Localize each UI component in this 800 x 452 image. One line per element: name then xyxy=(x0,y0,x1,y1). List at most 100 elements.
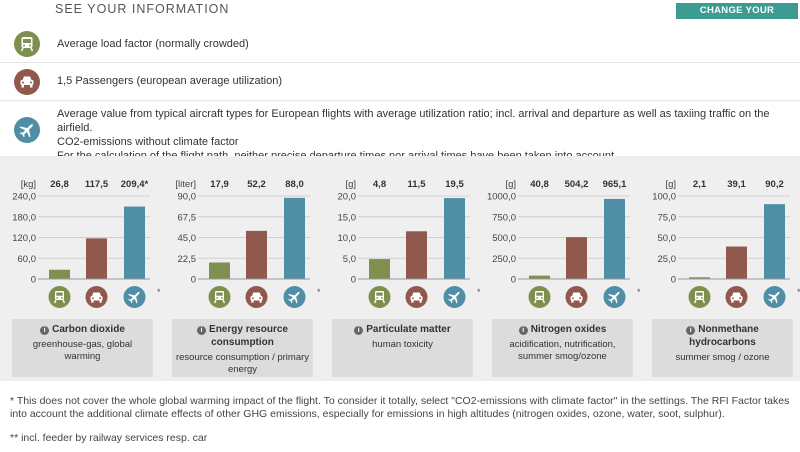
bar-plane xyxy=(124,206,145,279)
plane-icon xyxy=(443,286,466,308)
particulate-matter-chart: 20,0 15,0 10,0 5,0 0 [g] 4,8 11,5 19,5 ** xyxy=(338,179,480,308)
car-icon xyxy=(245,286,268,308)
train-info-text: Average load factor (normally crowded) xyxy=(57,38,249,50)
chart-title: Carbon dioxide xyxy=(52,324,125,335)
chart-panel-nitrogen-oxides: 1000,0 750,0 500,0 250,0 0 [g] 40,8 504,2 965,1 *… xyxy=(480,156,640,381)
plane-info-line-2: CO2-emissions without climate factor xyxy=(57,136,239,148)
unit-label: [g] xyxy=(345,179,356,190)
y-tick-label: 0 xyxy=(671,275,676,286)
chart-subtitle: resource consumption / primary energy xyxy=(175,352,310,375)
info-icon[interactable]: i xyxy=(197,326,207,335)
chart-title: Energy resource consumption xyxy=(209,324,288,348)
footnote-climate-factor: * This does not cover the whole global w… xyxy=(10,395,790,420)
plane-info-text: Average value from typical aircraft type… xyxy=(57,107,800,163)
y-tick-label: 0 xyxy=(31,275,36,286)
y-tick-label: 250,0 xyxy=(492,254,516,265)
value-label: 117,5 xyxy=(85,179,109,190)
chart-title: Particulate matter xyxy=(366,324,451,335)
train-icon xyxy=(688,286,711,308)
chart-panel-energy-resource: 90,0 67,5 45,0 22,5 0 [liter] 17,9 52,2 88,0 ** i… xyxy=(160,156,320,381)
bar-plane xyxy=(444,198,465,279)
y-tick-label: 90,0 xyxy=(178,192,197,203)
plane-icon xyxy=(14,117,40,143)
unit-label: [liter] xyxy=(175,179,196,190)
value-label: 39,1 xyxy=(727,179,746,190)
info-icon[interactable]: i xyxy=(354,326,364,335)
info-icon[interactable]: i xyxy=(518,326,528,335)
value-label: 17,9 xyxy=(210,179,229,190)
y-tick-label: 750,0 xyxy=(492,212,516,223)
y-tick-label: 120,0 xyxy=(12,233,36,244)
feeder-note-marker: ** xyxy=(157,287,160,298)
chart-subtitle: human toxicity xyxy=(372,339,433,350)
train-icon xyxy=(208,286,231,308)
y-tick-label: 67,5 xyxy=(178,212,197,223)
bar-plane xyxy=(604,198,625,279)
bar-plane xyxy=(764,204,785,279)
unit-label: [kg] xyxy=(21,179,36,190)
y-tick-label: 50,0 xyxy=(658,233,677,244)
y-tick-label: 5,0 xyxy=(343,254,356,265)
info-icon[interactable]: i xyxy=(40,326,50,335)
bar-train xyxy=(529,275,550,279)
unit-label: [g] xyxy=(665,179,676,190)
car-icon xyxy=(85,286,108,308)
plane-icon xyxy=(603,286,626,308)
emissions-charts: 240,0 180,0 120,0 60,0 0 [kg] 26,8 117,5 209,4* *… xyxy=(0,156,800,381)
bar-car xyxy=(566,237,587,279)
chart-panel-nonmethane-hydrocarbons: 100,0 75,0 50,0 25,0 0 [g] 2,1 39,1 90,2 ** iNonm… xyxy=(640,156,800,381)
car-icon xyxy=(14,69,40,95)
y-tick-label: 100,0 xyxy=(652,192,676,203)
nonmethane-hydrocarbons-description: i Nonmethane hydrocarbons summer smog / o… xyxy=(652,319,793,377)
feeder-note-marker: ** xyxy=(797,287,800,298)
y-tick-label: 1000,0 xyxy=(487,192,516,203)
value-label: 88,0 xyxy=(285,179,304,190)
bar-car xyxy=(406,231,427,279)
y-tick-label: 0 xyxy=(191,275,196,286)
plane-icon xyxy=(763,286,786,308)
y-tick-label: 45,0 xyxy=(178,233,197,244)
energy-resource-description: i Energy resource consumption resource co… xyxy=(172,319,313,377)
value-label: 2,1 xyxy=(693,179,707,190)
plane-icon xyxy=(283,286,306,308)
value-label: 965,1 xyxy=(603,179,627,190)
chart-subtitle: summer smog / ozone xyxy=(675,352,770,363)
bar-train xyxy=(49,269,70,279)
car-icon xyxy=(565,286,588,308)
bar-car xyxy=(86,238,107,279)
bar-plane xyxy=(284,197,305,279)
carbon-dioxide-chart: 240,0 180,0 120,0 60,0 0 [kg] 26,8 117,5 209,4* *… xyxy=(12,179,160,308)
info-row-train: Average load factor (normally crowded) xyxy=(0,26,800,63)
unit-label: [g] xyxy=(505,179,516,190)
nonmethane-hydrocarbons-chart: 100,0 75,0 50,0 25,0 0 [g] 2,1 39,1 90,2 ** xyxy=(652,179,800,308)
change-settings-button[interactable]: CHANGE YOUR SETTINGS xyxy=(676,3,798,32)
info-icon[interactable]: i xyxy=(686,326,696,335)
train-icon xyxy=(48,286,71,308)
value-label: 504,2 xyxy=(565,179,589,190)
train-icon xyxy=(368,286,391,308)
y-tick-label: 180,0 xyxy=(12,212,36,223)
bar-car xyxy=(246,230,267,279)
y-tick-label: 500,0 xyxy=(492,233,516,244)
plane-icon xyxy=(123,286,146,308)
feeder-note-marker: ** xyxy=(637,287,640,298)
carbon-dioxide-description: i Carbon dioxide greenhouse-gas, global w… xyxy=(12,319,153,377)
nitrogen-oxides-description: i Nitrogen oxides acidification, nutrific… xyxy=(492,319,633,377)
value-label: 209,4* xyxy=(121,179,149,190)
bar-train xyxy=(209,262,230,279)
info-row-car: 1,5 Passengers (european average utiliza… xyxy=(0,63,800,101)
value-label: 40,8 xyxy=(530,179,549,190)
bar-train xyxy=(369,259,390,279)
chart-panel-carbon-dioxide: 240,0 180,0 120,0 60,0 0 [kg] 26,8 117,5 209,4* *… xyxy=(0,156,160,381)
page-title: SEE YOUR INFORMATION xyxy=(55,2,230,16)
energy-resource-chart: 90,0 67,5 45,0 22,5 0 [liter] 17,9 52,2 88,0 ** xyxy=(175,179,320,308)
value-label: 52,2 xyxy=(247,179,266,190)
y-tick-label: 20,0 xyxy=(338,192,357,203)
car-info-text: 1,5 Passengers (european average utiliza… xyxy=(57,75,283,87)
value-label: 90,2 xyxy=(765,179,784,190)
y-tick-label: 10,0 xyxy=(338,233,357,244)
train-icon xyxy=(14,31,40,57)
value-label: 11,5 xyxy=(408,179,427,190)
chart-title: Nitrogen oxides xyxy=(530,324,607,335)
train-icon xyxy=(528,286,551,308)
